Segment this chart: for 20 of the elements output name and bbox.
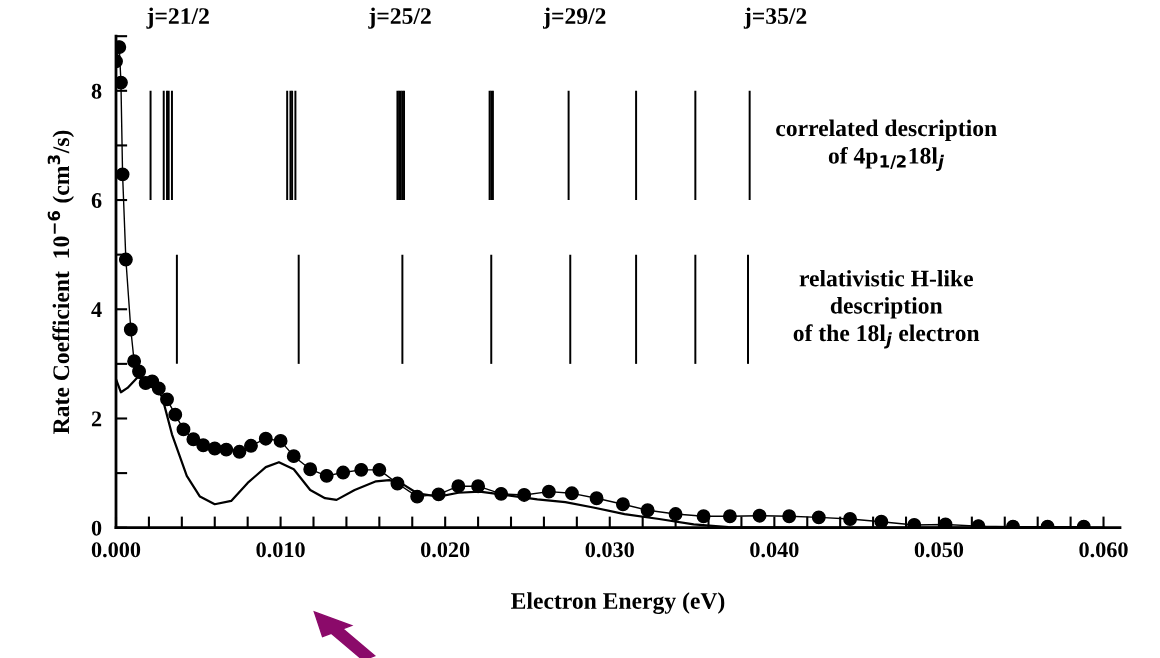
y-tick-label: 0 xyxy=(91,520,102,536)
text: j=21/2 xyxy=(146,7,209,29)
x-axis-title: Electron Energy (eV) xyxy=(511,592,725,614)
x-tick-label: 0.060 xyxy=(1079,542,1128,558)
y-tick-label: 2 xyxy=(91,411,102,427)
series-label: relativistic H-like description of the 18l$_{j}$ electron xyxy=(793,269,980,349)
text: j=25/2 xyxy=(368,7,431,29)
y-tick-label: 4 xyxy=(91,302,102,317)
series-label: correlated description of 4p$_{1/2}$18l$_{j}$ xyxy=(776,119,997,171)
y-axis-title: Rate Coefficient 10$^{−6}$ (cm$^{3}$/s) xyxy=(47,130,74,434)
text: j=35/2 xyxy=(743,7,807,29)
x-tick-label: 0.020 xyxy=(421,542,470,558)
x-tick-label: 0.030 xyxy=(585,542,634,558)
y-tick-label: 6 xyxy=(91,193,102,208)
y-tick-label: 8 xyxy=(91,83,102,99)
text: j=29/2 xyxy=(542,7,606,29)
x-tick-label: 0.000 xyxy=(91,542,141,558)
x-tick-label: 0.050 xyxy=(914,542,964,558)
x-tick-label: 0.040 xyxy=(750,542,799,558)
x-tick-label: 0.010 xyxy=(256,542,305,558)
